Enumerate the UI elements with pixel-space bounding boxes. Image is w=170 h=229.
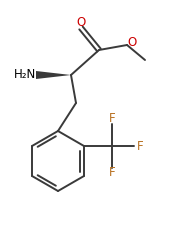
Polygon shape (36, 71, 71, 79)
Text: O: O (127, 35, 137, 49)
Text: F: F (137, 139, 143, 153)
Text: O: O (76, 16, 86, 30)
Text: H₂N: H₂N (14, 68, 36, 82)
Text: F: F (109, 166, 115, 180)
Text: F: F (109, 112, 115, 125)
